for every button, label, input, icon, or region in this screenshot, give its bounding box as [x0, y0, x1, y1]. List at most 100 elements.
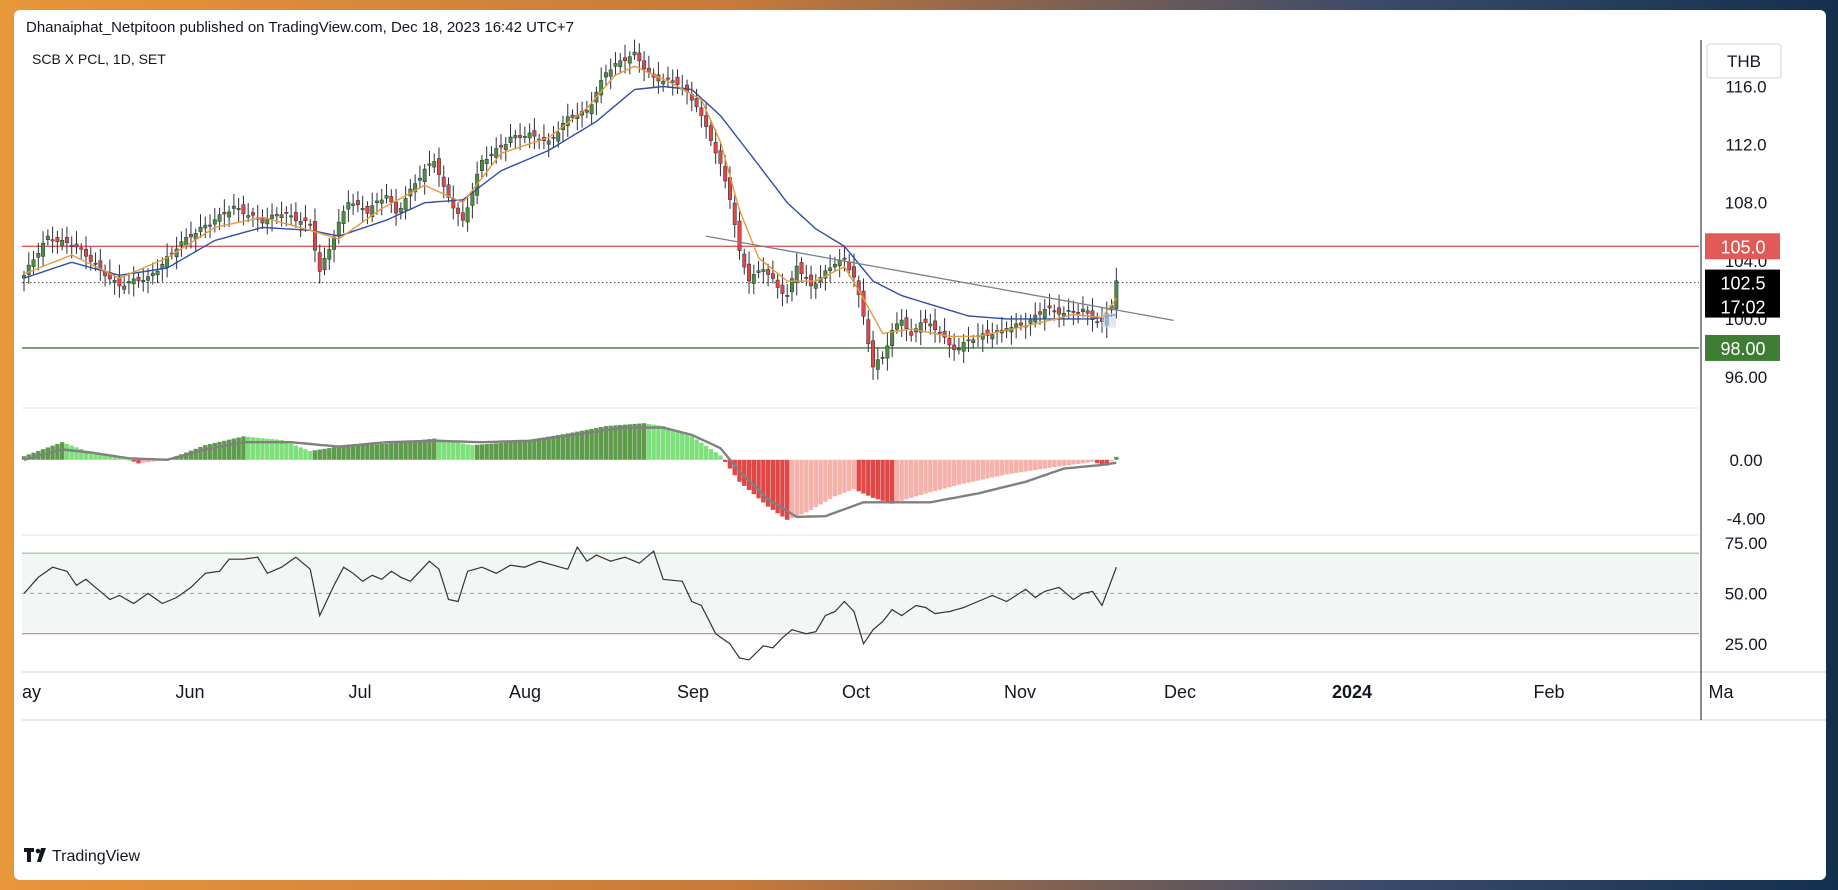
- candle: [518, 135, 523, 138]
- candle: [231, 205, 236, 209]
- macd-histogram-bar: [889, 459, 895, 504]
- macd-histogram-bar: [918, 459, 923, 495]
- macd-histogram-bar: [236, 437, 241, 460]
- candle: [26, 264, 31, 275]
- macd-histogram-bar: [551, 435, 556, 460]
- macd-histogram-bar: [980, 459, 985, 480]
- candle: [952, 344, 957, 350]
- macd-histogram-bar: [718, 455, 723, 460]
- ema-slow-line: [23, 85, 1117, 320]
- macd-histogram-bar: [26, 454, 31, 460]
- candle: [1080, 308, 1085, 313]
- macd-histogram-bar: [398, 442, 404, 460]
- macd-histogram-bar: [427, 439, 432, 460]
- candle: [618, 60, 623, 68]
- rsi-line: [23, 545, 1117, 661]
- candle: [632, 51, 637, 56]
- macd-histogram-bar: [990, 459, 995, 478]
- candle: [1085, 310, 1090, 314]
- macd-histogram-bar: [508, 442, 513, 460]
- candle: [437, 158, 441, 175]
- candle: [1047, 305, 1052, 309]
- candle: [484, 159, 489, 165]
- price-tick-label: 96.00: [1725, 368, 1768, 387]
- candle: [403, 198, 408, 211]
- candle: [117, 276, 122, 287]
- macd-histogram-bar: [117, 457, 122, 460]
- candle: [718, 150, 723, 164]
- candle: [389, 196, 394, 203]
- candle: [971, 339, 976, 343]
- macd-histogram-bar: [494, 443, 499, 460]
- macd-histogram-bar: [474, 444, 480, 460]
- candle: [732, 202, 737, 225]
- time-axis-label: Nov: [1004, 682, 1036, 702]
- macd-histogram-bar: [785, 459, 790, 520]
- macd-histogram-bar: [742, 459, 747, 486]
- tradingview-logo-icon[interactable]: [24, 848, 46, 862]
- macd-histogram-bar: [293, 445, 299, 460]
- macd-pane: [21, 423, 1699, 536]
- candle: [713, 142, 718, 154]
- candle: [74, 243, 79, 248]
- macd-histogram-bar: [932, 459, 938, 492]
- macd-histogram-bar: [198, 446, 203, 460]
- macd-histogram-bar: [575, 431, 580, 460]
- macd-histogram-bar: [756, 459, 761, 499]
- macd-histogram-bar: [560, 434, 566, 460]
- macd-histogram-bar: [646, 423, 652, 460]
- macd-histogram-bar: [88, 452, 93, 460]
- candle: [785, 294, 790, 297]
- macd-histogram-bar: [322, 448, 327, 460]
- candle: [875, 359, 880, 370]
- macd-histogram-bar: [93, 453, 98, 460]
- candle: [508, 136, 513, 144]
- macd-histogram-bar: [866, 459, 871, 496]
- macd-histogram-bar: [1099, 459, 1105, 465]
- candle: [904, 317, 909, 329]
- candle: [603, 72, 608, 78]
- time-axis-label: Ma: [1708, 682, 1734, 702]
- macd-histogram-bar: [637, 423, 642, 460]
- footer-brand: TradingView: [52, 848, 140, 865]
- candle: [961, 341, 966, 352]
- last-price-tag: [1705, 269, 1780, 318]
- macd-histogram-bar: [622, 424, 628, 460]
- macd-histogram-bar: [971, 459, 976, 482]
- candle: [460, 212, 465, 221]
- macd-histogram-bar: [69, 445, 74, 460]
- candle: [866, 319, 871, 345]
- candle: [384, 195, 389, 199]
- candle: [790, 278, 794, 293]
- chart-canvas[interactable]: Dhanaiphat_Netpitoon published on Tradin…: [14, 10, 1826, 880]
- candle: [198, 226, 203, 232]
- candle: [36, 253, 41, 258]
- candle: [93, 262, 98, 265]
- macd-histogram-bar: [556, 435, 561, 460]
- macd-histogram-bar: [842, 459, 847, 493]
- macd-histogram-bar: [985, 459, 990, 479]
- macd-histogram-bar: [150, 459, 155, 462]
- macd-histogram-bar: [1080, 459, 1086, 464]
- macd-histogram-bar: [1056, 459, 1062, 467]
- macd-histogram-bar: [203, 445, 208, 460]
- macd-histogram-bar: [74, 447, 79, 460]
- macd-histogram-bar: [713, 452, 718, 460]
- candle: [551, 136, 556, 139]
- macd-histogram-bar: [1085, 459, 1090, 463]
- macd-histogram-bar: [694, 439, 699, 460]
- macd-histogram-bar: [656, 425, 661, 460]
- candle: [937, 331, 942, 334]
- macd-tick-label: 0.00: [1729, 451, 1762, 470]
- candle: [31, 259, 36, 268]
- candle: [1090, 310, 1095, 320]
- candle: [317, 252, 322, 272]
- macd-histogram-bar: [265, 438, 270, 460]
- macd-histogram-bar: [64, 443, 70, 460]
- candle: [274, 213, 279, 217]
- macd-histogram-bar: [1013, 459, 1019, 473]
- time-axis-label: Aug: [509, 682, 541, 702]
- currency-box[interactable]: [1706, 43, 1782, 79]
- candle: [747, 263, 751, 282]
- candle: [308, 223, 313, 226]
